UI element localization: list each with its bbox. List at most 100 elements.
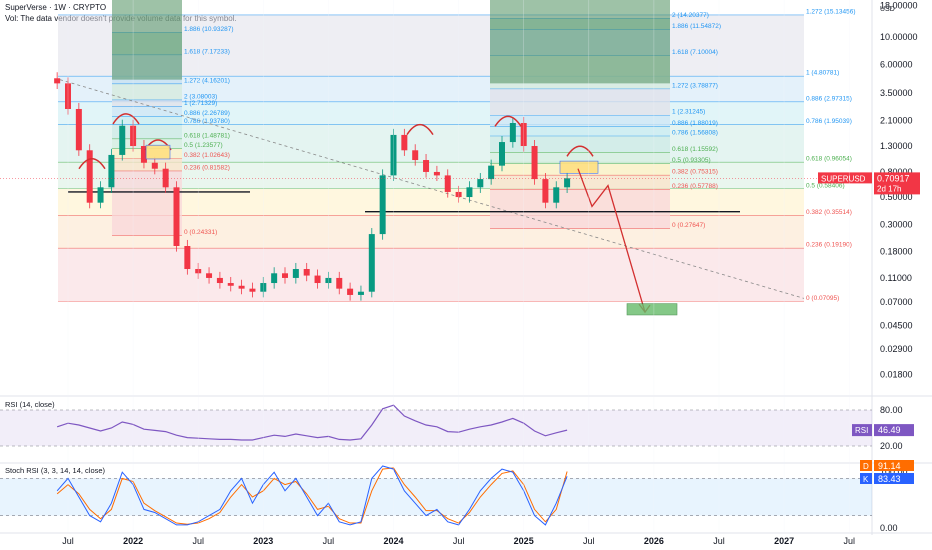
price-tick-label: 18.00000 xyxy=(880,1,918,11)
price-tick-label: 1.30000 xyxy=(880,141,913,151)
fib-zone xyxy=(112,83,182,100)
rsi-badge xyxy=(852,424,872,437)
fib-level-label: 0.5 (0.93305) xyxy=(672,157,711,164)
head-arc xyxy=(566,145,594,157)
fib-zone xyxy=(58,162,804,189)
fib-zone xyxy=(58,248,804,302)
candle xyxy=(488,165,495,180)
price-tick-label: 0.07000 xyxy=(880,297,913,307)
price-tick-label: 0.30000 xyxy=(880,219,913,229)
fib-level-label: 0.236 (0.57788) xyxy=(672,183,718,190)
fib-zone xyxy=(112,116,182,125)
rsi-line xyxy=(56,404,568,441)
fib-level-label: 0 (0.27647) xyxy=(672,222,705,229)
candle xyxy=(151,162,158,169)
stoch-k-badge xyxy=(860,473,872,484)
fib-zone xyxy=(490,189,670,229)
resistance-box xyxy=(559,160,599,174)
price-tag-countdown: 2d 17h xyxy=(877,184,901,193)
fib-level-label: 2 (3.08003) xyxy=(184,93,217,100)
fib-level-label: 0.382 (0.75315) xyxy=(672,169,718,176)
candle xyxy=(564,178,571,188)
stoch-d-value-badge xyxy=(874,460,914,471)
candle xyxy=(184,246,191,270)
fib-level-label: 1 (2.71329) xyxy=(184,100,217,107)
fib-level-label: 2 (14.20377) xyxy=(672,12,709,19)
head-arc xyxy=(112,113,140,125)
candle xyxy=(162,168,169,188)
rsi-badge-name: RSI xyxy=(855,426,868,435)
candle xyxy=(282,273,288,278)
stoch-k-line xyxy=(56,465,568,526)
time-tick-label: Jul xyxy=(453,536,465,546)
candle xyxy=(54,78,61,84)
fib-level-label: 1 (2.31245) xyxy=(672,109,705,116)
stoch-d-line xyxy=(56,467,568,525)
candle xyxy=(509,123,516,143)
price-tick-label: 0.01800 xyxy=(880,370,913,380)
price-tag xyxy=(874,172,920,195)
fib-zone xyxy=(112,170,182,236)
fib-zone xyxy=(490,152,670,164)
price-tick-label: 0.02900 xyxy=(880,344,913,354)
fib-level-label: 0 (0.07095) xyxy=(806,295,839,302)
price-tick-label: 3.50000 xyxy=(880,88,913,98)
time-tick-label: Jul xyxy=(583,536,595,546)
fib-zone xyxy=(112,106,182,117)
fib-zone xyxy=(58,188,804,216)
stoch-d-badge xyxy=(860,460,872,471)
fib-level-label: 0.786 (1.95039) xyxy=(806,118,852,125)
rsi-tick-label: 80.00 xyxy=(880,405,903,415)
candle xyxy=(542,179,549,203)
price-tick-label: 0.04500 xyxy=(880,321,913,331)
fib-level-label: 0.886 (1.88019) xyxy=(672,120,718,127)
candle xyxy=(271,273,278,284)
fib-level-label: 1.886 (11.54872) xyxy=(672,23,721,30)
candle xyxy=(379,175,386,235)
fib-level-label: 0 (0.24331) xyxy=(184,229,217,236)
price-tick-label: 0.18000 xyxy=(880,247,913,257)
candle xyxy=(444,175,451,192)
fib-level-label: 1.618 (7.17233) xyxy=(184,48,230,55)
price-tick-label: 0.11000 xyxy=(880,273,912,283)
fib-zone xyxy=(58,215,804,249)
price-axis-bg xyxy=(872,0,932,550)
fib-level-label: 1 (4.80781) xyxy=(806,70,839,77)
candle xyxy=(477,179,484,188)
fib-level-label: 0.618 (1.15592) xyxy=(672,146,718,153)
head-arc xyxy=(406,123,434,136)
candle xyxy=(108,154,115,188)
time-tick-label: 2025 xyxy=(514,536,534,546)
price-tick-label: 2.10000 xyxy=(880,115,913,125)
fib-zone xyxy=(490,175,670,190)
fib-zone xyxy=(490,88,670,116)
candle xyxy=(238,285,245,289)
time-tick-label: Jul xyxy=(843,536,855,546)
target-box xyxy=(626,303,678,316)
fib-level-label: 0.618 (0.96054) xyxy=(806,156,852,163)
candle xyxy=(499,142,505,166)
time-tick-label: Jul xyxy=(62,536,74,546)
rsi-value: 46.49 xyxy=(878,425,901,435)
rsi-tick-label: 20.00 xyxy=(880,441,903,451)
fib-level-label: 1.272 (15.13456) xyxy=(806,8,856,15)
symbol-tag xyxy=(818,172,872,184)
fib-level-label: 1.886 (10.93287) xyxy=(184,26,234,33)
rsi-label: RSI (14, close) xyxy=(5,400,55,409)
fib-zone xyxy=(112,138,182,149)
candle xyxy=(553,187,560,203)
fib-zone xyxy=(490,135,670,153)
time-tick-label: Jul xyxy=(323,536,335,546)
fib-level-label: 1.272 (4.16201) xyxy=(184,77,230,84)
candle xyxy=(347,288,354,295)
head-arc xyxy=(78,158,106,170)
fib-level-label: 1.618 (7.10004) xyxy=(672,49,718,56)
time-tick-label: Jul xyxy=(192,536,204,546)
candle xyxy=(216,277,223,284)
candle xyxy=(292,269,299,278)
fib-zone xyxy=(490,126,670,136)
candle xyxy=(173,187,180,247)
fib-zone xyxy=(490,115,670,127)
fib-extension-block xyxy=(490,0,670,84)
